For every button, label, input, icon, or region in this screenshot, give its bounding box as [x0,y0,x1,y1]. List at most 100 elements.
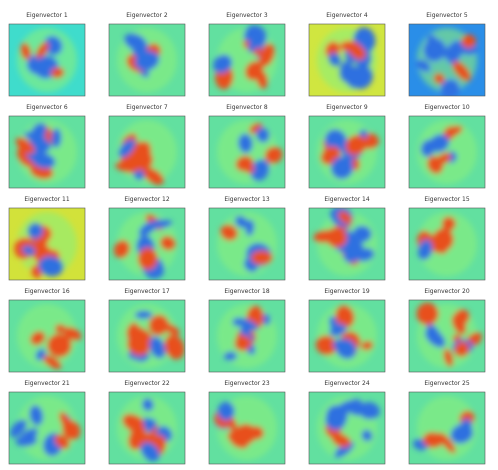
eigen-image [409,392,485,464]
blob [335,338,357,359]
blob [234,215,249,228]
image-frame [208,115,286,189]
blob [33,238,48,249]
blob [345,135,367,156]
blob [432,228,454,252]
blobs [217,304,277,368]
panel-title: Eigenvector 9 [326,104,368,111]
blob [132,44,147,58]
blobs [117,28,177,92]
blobs [10,396,81,460]
image-frame [208,299,286,373]
blob [440,79,460,96]
image-frame [408,115,486,189]
blob [146,418,157,430]
blob [35,41,49,59]
blob [461,34,477,49]
blob [142,398,154,412]
blob [118,139,135,158]
blob [338,211,353,224]
blobs [217,212,277,276]
blobs [317,27,377,92]
blob [10,419,27,438]
blob [454,309,470,324]
blobs [117,304,185,368]
blob [438,432,456,454]
panel-title: Eigenvector 15 [424,196,470,203]
blob [137,145,152,157]
eigen-image [109,208,185,280]
blob [454,341,470,357]
blob [54,324,66,333]
blob [358,402,380,420]
blob [443,46,461,63]
eigen-image [9,208,85,280]
blob [149,336,166,359]
blobs [15,120,77,184]
blobs [417,212,477,276]
blob [361,429,373,442]
eigen-image [109,116,185,188]
blob [220,224,238,241]
blobs [115,120,177,185]
panel-title: Eigenvector 12 [124,196,170,203]
blob [433,73,445,84]
eigen-image [309,300,385,372]
blob [249,426,264,440]
blobs [416,28,478,96]
blob [20,42,31,60]
panel-title: Eigenvector 3 [226,12,268,19]
blob [443,348,454,367]
blob [148,314,169,336]
eigen-image [9,116,85,188]
panel-title: Eigenvector 5 [426,12,468,19]
blob [27,223,44,239]
blob [134,310,153,319]
blob [234,335,251,351]
panel-title: Eigenvector 13 [224,196,270,203]
panel-title: Eigenvector 21 [24,380,70,387]
eigen-image [309,24,385,96]
blob [331,433,351,448]
blob [250,159,270,181]
blob [230,436,248,449]
eigen-image [209,24,285,96]
blob [437,243,448,254]
panel-title: Eigenvector 18 [224,288,270,295]
blob [248,29,262,53]
eigen-image [409,24,485,96]
image-frame [408,207,486,281]
eigen-image [209,116,285,188]
blob [256,127,270,143]
blob [224,351,237,361]
blob [331,156,354,179]
panel-title: Eigenvector 2 [126,12,168,19]
eigen-image [109,24,185,96]
image-frame [208,23,286,97]
blob [15,435,38,447]
blob [44,35,63,56]
image-frame [8,23,86,97]
image-frame [108,391,186,465]
panel-title: Eigenvector 22 [124,380,170,387]
blobs [17,304,82,370]
image-frame [408,391,486,465]
panel-title: Eigenvector 4 [326,12,368,19]
panel-title: Eigenvector 20 [424,288,470,295]
blobs [17,28,77,92]
image-frame [8,391,86,465]
image-frame [308,23,386,97]
panel-title: Eigenvector 23 [224,380,270,387]
blobs [412,396,477,460]
eigen-image [409,208,485,280]
panel-title: Eigenvector 8 [226,104,268,111]
blob [259,43,275,67]
blob [213,54,232,74]
blobs [213,25,277,92]
blobs [315,304,377,368]
blob [51,128,62,148]
panel-title: Eigenvector 16 [24,288,70,295]
blob [163,323,180,336]
image-frame [208,391,286,465]
